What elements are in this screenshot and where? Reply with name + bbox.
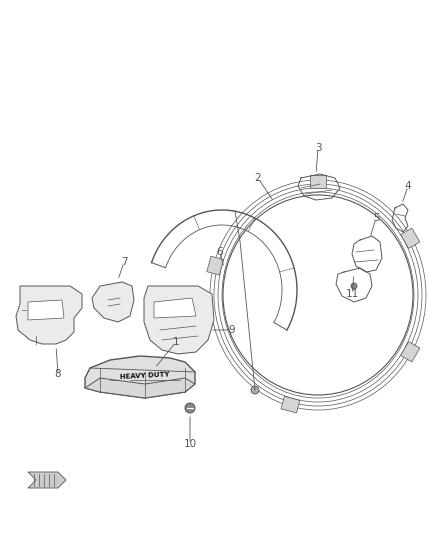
Text: 1: 1 — [173, 337, 179, 347]
Text: 2: 2 — [254, 173, 261, 183]
Polygon shape — [207, 256, 223, 275]
Text: 8: 8 — [55, 369, 61, 379]
Text: 3: 3 — [314, 143, 321, 153]
Text: 6: 6 — [217, 247, 223, 257]
Polygon shape — [281, 396, 300, 413]
Text: 7: 7 — [121, 257, 127, 267]
Text: 10: 10 — [184, 439, 197, 449]
Text: 5: 5 — [373, 213, 379, 223]
Polygon shape — [28, 300, 64, 320]
Polygon shape — [85, 356, 195, 398]
Polygon shape — [310, 175, 326, 188]
Text: 9: 9 — [229, 325, 235, 335]
Polygon shape — [92, 282, 134, 322]
Polygon shape — [85, 378, 195, 398]
Text: 4: 4 — [405, 181, 411, 191]
Polygon shape — [401, 228, 420, 248]
Polygon shape — [16, 286, 82, 344]
Polygon shape — [154, 298, 196, 318]
Ellipse shape — [223, 195, 413, 395]
Text: HEAVY DUTY: HEAVY DUTY — [120, 372, 170, 380]
Text: 11: 11 — [346, 289, 359, 299]
Polygon shape — [28, 472, 66, 488]
Polygon shape — [144, 286, 214, 354]
Circle shape — [351, 283, 357, 289]
Circle shape — [185, 403, 195, 413]
Circle shape — [251, 386, 259, 394]
Polygon shape — [401, 342, 420, 362]
